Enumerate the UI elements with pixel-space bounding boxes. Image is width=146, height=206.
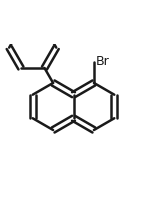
Text: Br: Br [95, 55, 109, 68]
